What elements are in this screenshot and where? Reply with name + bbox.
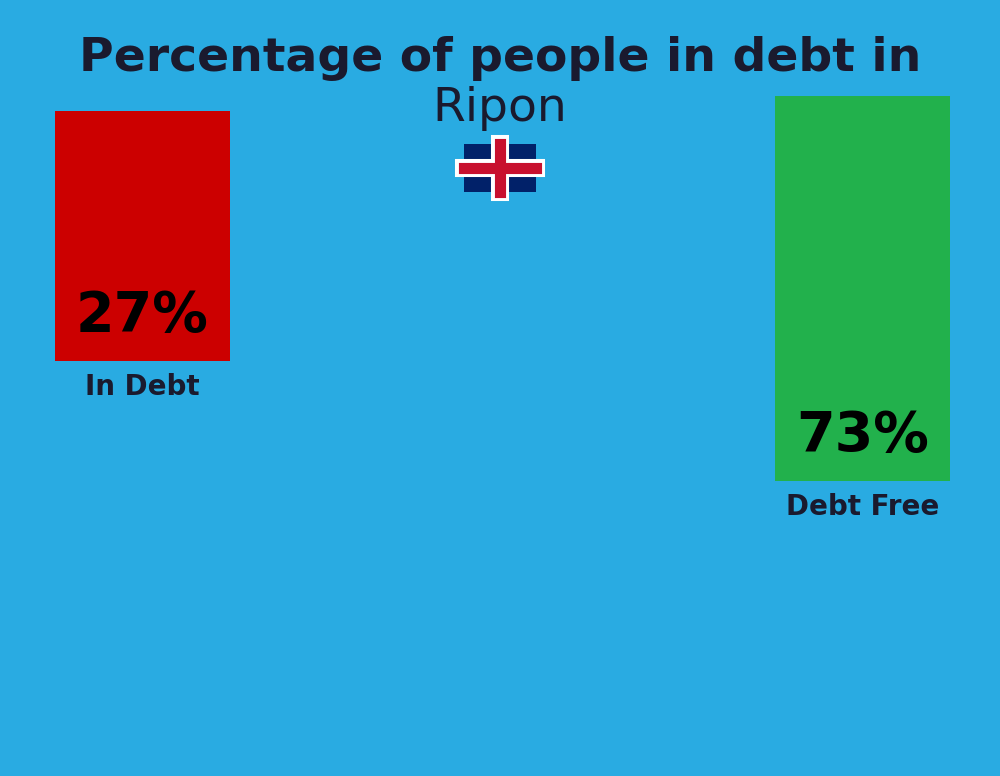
Text: Percentage of people in debt in: Percentage of people in debt in <box>79 36 921 81</box>
Text: 27%: 27% <box>76 289 209 343</box>
Text: In Debt: In Debt <box>85 373 200 401</box>
Bar <box>464 144 536 192</box>
Bar <box>775 96 950 481</box>
Bar <box>55 111 230 361</box>
Text: 73%: 73% <box>796 409 929 463</box>
Text: Ripon: Ripon <box>433 86 567 131</box>
Text: Debt Free: Debt Free <box>786 493 939 521</box>
